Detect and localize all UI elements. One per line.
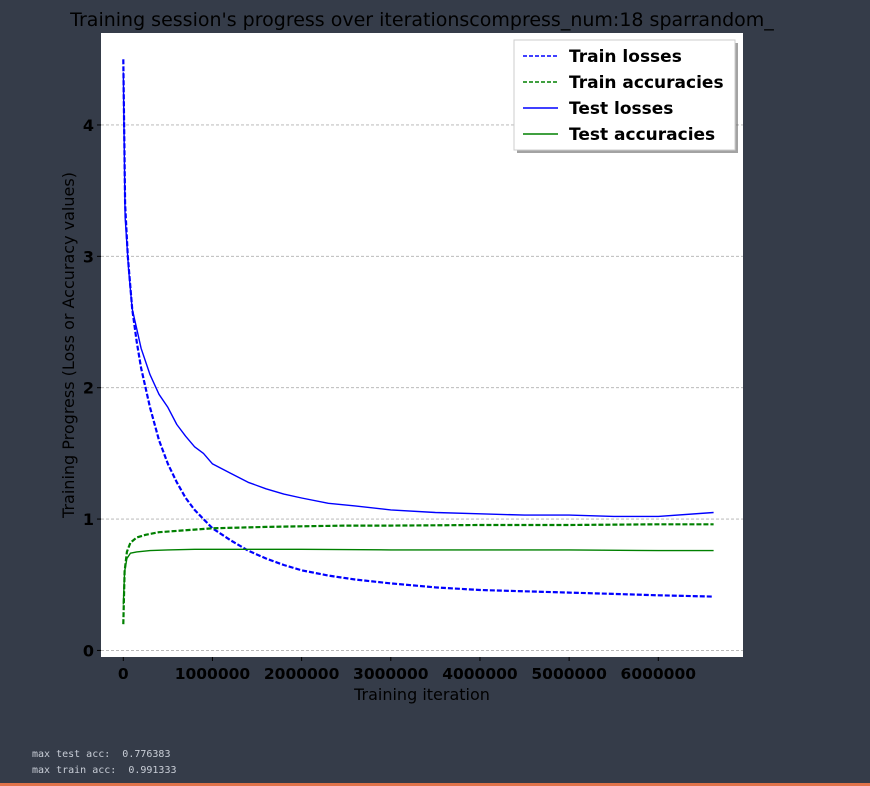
x-axis: 0 1000000 2000000 3000000 4000000 5000000 6000…: [118, 657, 696, 683]
x-tick-label-0: 0: [118, 665, 129, 683]
bottom-status-bar: [0, 783, 870, 786]
legend: Train losses Train accuracies Test losses T…: [513, 39, 738, 153]
series-line-1: [122, 523, 714, 625]
chart-title: Training session's progress over iterati…: [69, 9, 774, 31]
y-axis-label: Training Progress (Loss or Accuracy valu…: [59, 172, 78, 519]
max-test-acc-output: max test acc: 0.776383: [32, 749, 171, 760]
training-progress-chart: Training session's progress over iterati…: [59, 9, 774, 704]
y-tick-label-0: 0: [83, 641, 94, 660]
legend-label-0: Train losses: [569, 47, 682, 67]
series-line-2: [122, 72, 714, 518]
max-train-acc-output: max train acc: 0.991333: [32, 765, 177, 776]
y-tick-label-4: 4: [83, 116, 94, 135]
series-line-0: [122, 59, 714, 598]
legend-label-2: Test losses: [569, 99, 673, 119]
grid-lines: [101, 124, 743, 651]
series-lines: [122, 59, 714, 625]
y-tick-label-2: 2: [83, 379, 94, 398]
y-tick-label-1: 1: [83, 510, 94, 529]
legend-label-3: Test accuracies: [569, 125, 715, 145]
y-axis: 0 1 2 3 4: [83, 116, 101, 660]
x-tick-label-4: 4000000: [442, 665, 518, 683]
x-tick-label-2: 2000000: [264, 665, 340, 683]
x-axis-label: Training iteration: [353, 685, 490, 704]
x-tick-label-6: 6000000: [621, 665, 697, 683]
legend-box: [513, 39, 736, 151]
x-tick-label-3: 3000000: [353, 665, 429, 683]
x-tick-label-5: 5000000: [531, 665, 607, 683]
y-tick-label-3: 3: [83, 247, 94, 266]
x-tick-label-1: 1000000: [175, 665, 251, 683]
legend-label-1: Train accuracies: [569, 73, 724, 93]
series-line-3: [122, 548, 714, 605]
